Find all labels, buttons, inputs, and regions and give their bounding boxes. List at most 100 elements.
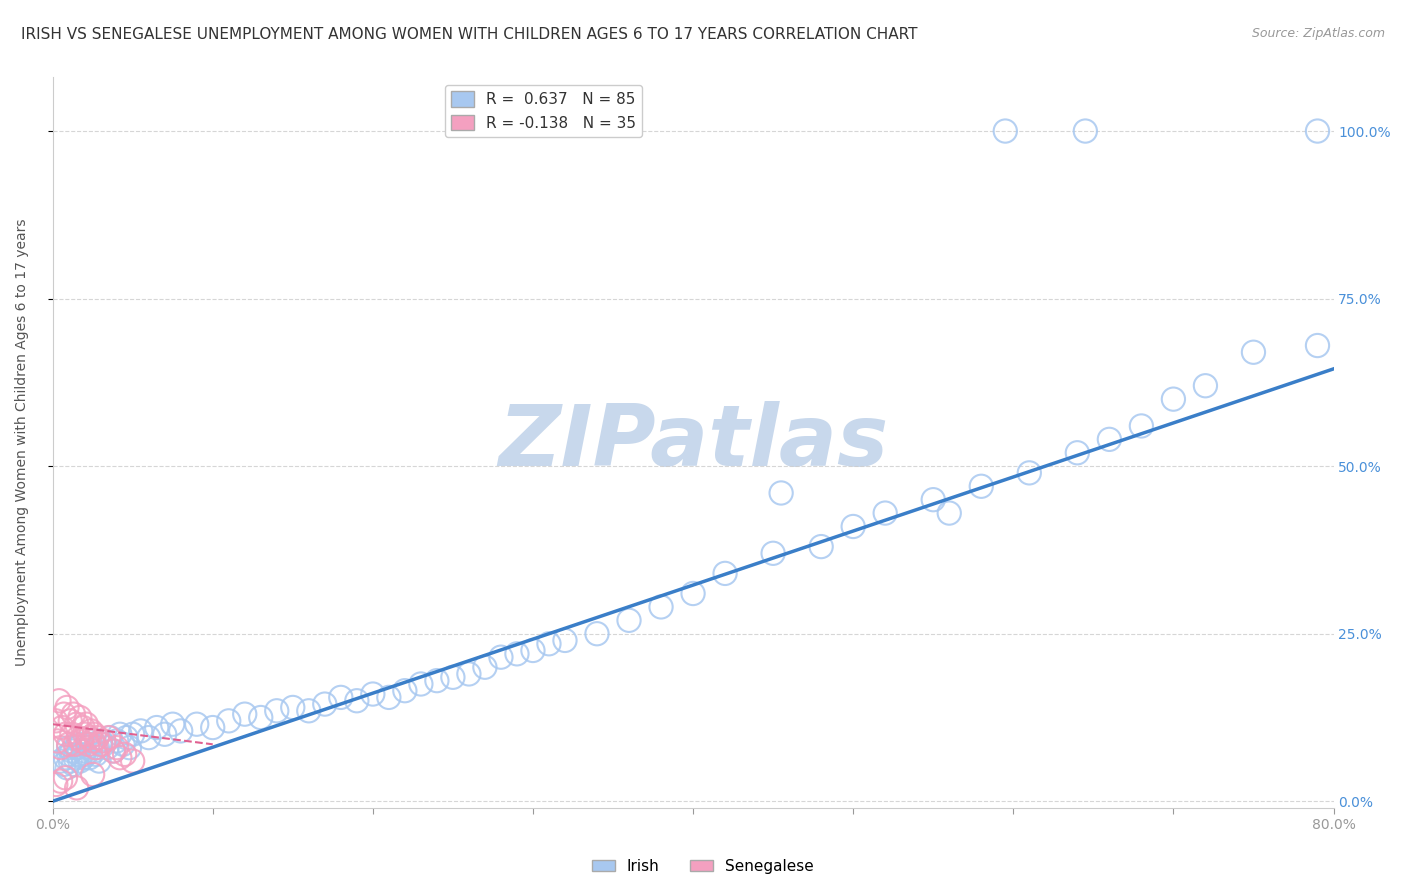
Point <box>58 737 80 751</box>
Point <box>682 586 704 600</box>
Point <box>60 744 83 758</box>
Point <box>201 721 224 735</box>
Point <box>79 750 101 764</box>
Point <box>554 633 576 648</box>
Point <box>51 721 73 735</box>
Point <box>233 707 256 722</box>
Point <box>770 486 793 500</box>
Point <box>69 754 91 768</box>
Point <box>75 717 97 731</box>
Point <box>314 697 336 711</box>
Point <box>62 707 84 722</box>
Point <box>537 637 560 651</box>
Point <box>218 714 240 728</box>
Point <box>842 519 865 533</box>
Point <box>66 780 89 795</box>
Point <box>56 700 79 714</box>
Point <box>105 734 128 748</box>
Point <box>378 690 401 705</box>
Point <box>922 492 945 507</box>
Point <box>762 546 785 560</box>
Point <box>145 721 167 735</box>
Point <box>1163 392 1185 406</box>
Point <box>329 690 352 705</box>
Point <box>96 740 118 755</box>
Point <box>346 694 368 708</box>
Point <box>49 740 72 755</box>
Point <box>1066 446 1088 460</box>
Point <box>266 704 288 718</box>
Point <box>1018 466 1040 480</box>
Point <box>87 754 110 768</box>
Point <box>426 673 449 688</box>
Point <box>84 747 107 762</box>
Point <box>69 710 91 724</box>
Point <box>49 774 72 789</box>
Point <box>82 734 104 748</box>
Point <box>875 506 897 520</box>
Point <box>55 727 77 741</box>
Point <box>298 704 321 718</box>
Point <box>458 667 481 681</box>
Point <box>73 727 96 741</box>
Point <box>105 740 128 755</box>
Point <box>84 740 107 755</box>
Point <box>938 506 960 520</box>
Point <box>59 714 82 728</box>
Point <box>121 754 143 768</box>
Point <box>1098 433 1121 447</box>
Point <box>70 737 93 751</box>
Point <box>52 707 75 722</box>
Point <box>58 747 80 762</box>
Point <box>76 737 98 751</box>
Point <box>586 626 609 640</box>
Text: IRISH VS SENEGALESE UNEMPLOYMENT AMONG WOMEN WITH CHILDREN AGES 6 TO 17 YEARS CO: IRISH VS SENEGALESE UNEMPLOYMENT AMONG W… <box>21 27 918 42</box>
Point <box>58 740 80 755</box>
Point <box>121 727 143 741</box>
Point <box>52 757 75 772</box>
Point <box>474 660 496 674</box>
Point <box>67 747 90 762</box>
Point <box>86 731 108 745</box>
Point <box>80 723 103 738</box>
Point <box>80 737 103 751</box>
Point <box>67 731 90 745</box>
Point <box>1243 345 1265 359</box>
Point <box>1306 338 1329 352</box>
Point <box>86 740 108 755</box>
Point <box>90 737 112 751</box>
Point <box>97 731 120 745</box>
Point <box>162 717 184 731</box>
Point <box>114 747 136 762</box>
Point <box>186 717 208 731</box>
Point <box>55 771 77 785</box>
Text: ZIPatlas: ZIPatlas <box>498 401 889 484</box>
Point <box>90 734 112 748</box>
Point <box>970 479 993 493</box>
Point <box>714 566 737 581</box>
Point <box>103 744 125 758</box>
Point <box>45 778 67 792</box>
Point <box>72 750 94 764</box>
Point <box>281 700 304 714</box>
Point <box>75 747 97 762</box>
Point <box>129 723 152 738</box>
Point <box>55 750 77 764</box>
Point <box>994 124 1017 138</box>
Point <box>108 727 131 741</box>
Point <box>617 613 640 627</box>
Point <box>70 734 93 748</box>
Point <box>93 737 115 751</box>
Point <box>45 714 67 728</box>
Point <box>63 737 86 751</box>
Point <box>59 754 82 768</box>
Point <box>60 727 83 741</box>
Text: Source: ZipAtlas.com: Source: ZipAtlas.com <box>1251 27 1385 40</box>
Point <box>46 734 69 748</box>
Point <box>66 717 89 731</box>
Point <box>1074 124 1097 138</box>
Point <box>76 740 98 755</box>
Point <box>138 731 160 745</box>
Point <box>650 599 672 614</box>
Point <box>1194 378 1216 392</box>
